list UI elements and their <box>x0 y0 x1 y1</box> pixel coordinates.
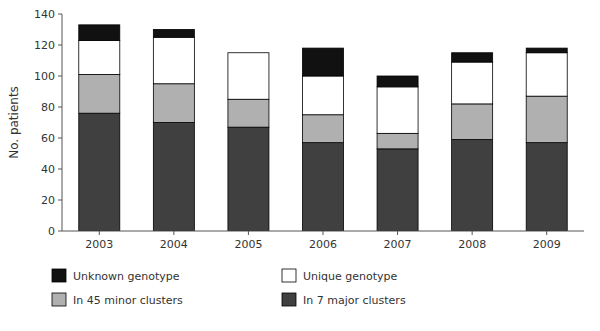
bar-segment <box>302 143 343 231</box>
y-tick-label: 140 <box>34 8 55 21</box>
x-tick <box>472 231 473 235</box>
x-tick-label: 2007 <box>384 238 412 251</box>
x-tick <box>546 231 547 235</box>
x-tick-label: 2009 <box>533 238 561 251</box>
y-axis <box>62 14 63 231</box>
x-tick <box>323 231 324 235</box>
x-tick-label: 2004 <box>160 238 188 251</box>
x-tick <box>173 231 174 235</box>
x-tick <box>397 231 398 235</box>
bar-segment <box>377 133 418 149</box>
bar-segment <box>153 30 194 38</box>
y-tick <box>58 14 62 15</box>
bar-segment <box>302 115 343 143</box>
bar-segment <box>153 37 194 84</box>
bar-segment <box>79 40 120 74</box>
y-tick-label: 40 <box>41 163 55 176</box>
bar-segment <box>377 149 418 231</box>
y-tick-label: 20 <box>41 194 55 207</box>
bar-segment <box>302 76 343 115</box>
legend-swatch <box>282 269 296 282</box>
chart: 0 20 40 60 80 100 120 140 2003 2004 2005 2006 2007 20… <box>0 0 600 331</box>
bar-segment <box>377 87 418 134</box>
bar-segment <box>526 143 567 231</box>
bar-segment <box>79 74 120 113</box>
y-tick <box>58 169 62 170</box>
y-tick <box>58 138 62 139</box>
x-tick <box>99 231 100 235</box>
bar-segment <box>302 48 343 76</box>
x-tick-label: 2006 <box>309 238 337 251</box>
legend-label: Unknown genotype <box>73 270 180 283</box>
bar-segment <box>526 96 567 142</box>
bar-segment <box>452 140 493 231</box>
y-tick <box>58 45 62 46</box>
y-tick <box>58 200 62 201</box>
bar-segment <box>526 53 567 96</box>
legend-label: In 45 minor clusters <box>73 294 183 307</box>
y-tick <box>58 231 62 232</box>
x-tick-label: 2005 <box>234 238 262 251</box>
bar-segment <box>377 76 418 87</box>
y-axis-label: No. patients <box>7 86 21 159</box>
bar-segment <box>526 48 567 53</box>
bar-segment <box>79 25 120 40</box>
legend-label: In 7 major clusters <box>303 294 406 307</box>
bar-segment <box>228 99 269 127</box>
legend-swatch <box>52 269 66 282</box>
y-tick-label: 0 <box>48 225 55 238</box>
legend-swatch <box>52 293 66 306</box>
bar-segment <box>228 52 269 53</box>
bar-segment <box>79 113 120 231</box>
y-tick <box>58 107 62 108</box>
bar-segment <box>153 84 194 123</box>
bar-segment <box>228 53 269 100</box>
bar-segment <box>228 127 269 231</box>
y-tick <box>58 76 62 77</box>
y-tick-label: 80 <box>41 101 55 114</box>
x-tick-label: 2008 <box>458 238 486 251</box>
bar-segment <box>452 62 493 104</box>
y-tick-label: 120 <box>34 39 55 52</box>
bars <box>79 25 567 231</box>
y-tick-label: 100 <box>34 70 55 83</box>
legend-label: Unique genotype <box>303 270 398 283</box>
legend: Unknown genotype Unique genotype In 45 min… <box>52 269 406 307</box>
legend-swatch <box>282 293 296 306</box>
x-tick <box>248 231 249 235</box>
bar-segment <box>452 104 493 140</box>
y-tick-label: 60 <box>41 132 55 145</box>
bar-segment <box>153 123 194 232</box>
bar-segment <box>452 53 493 62</box>
x-tick-label: 2003 <box>85 238 113 251</box>
